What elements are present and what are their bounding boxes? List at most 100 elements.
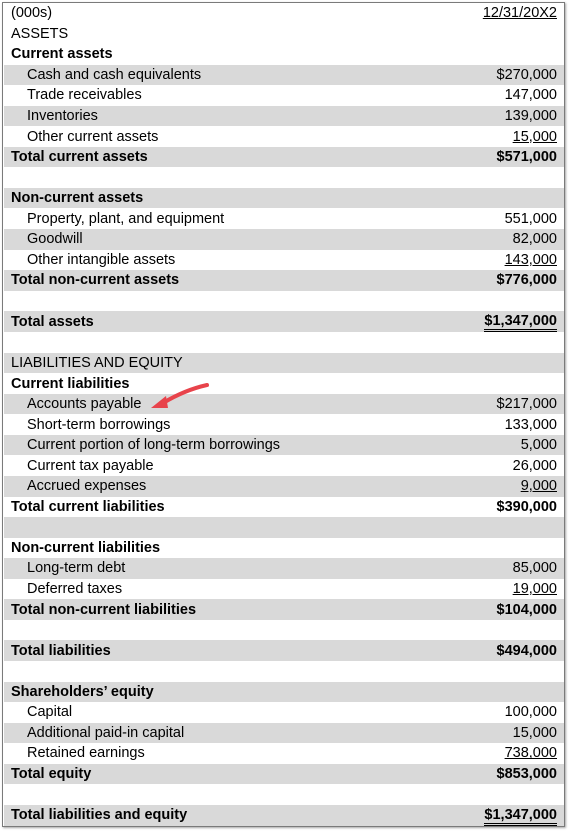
row-label — [4, 517, 390, 538]
row-deferred-taxes: Deferred taxes 19,000 — [4, 579, 564, 600]
row-value: 738,000 — [504, 745, 557, 762]
row-accounts-payable: Accounts payable $217,000 — [4, 393, 564, 415]
row-label: Total equity — [4, 763, 390, 785]
balance-sheet-table: (000s) 12/31/20X2 ASSETS Current assets Ca… — [4, 3, 564, 826]
spacer-row — [4, 784, 564, 805]
row-label: Long-term debt — [4, 558, 390, 579]
spacer-row — [4, 167, 564, 188]
row-additional-paid-in-capital: Additional paid-in capital 15,000 — [4, 722, 564, 744]
spacer-row — [4, 332, 564, 353]
row-value: 551,000 — [504, 210, 557, 227]
row-current-liabilities: Current liabilities — [4, 373, 564, 394]
row-label: LIABILITIES AND EQUITY — [4, 352, 390, 374]
row-value: $390,000 — [496, 498, 557, 515]
row-label: Total current liabilities — [11, 498, 165, 515]
row-label: Accrued expenses — [4, 476, 390, 497]
row-label: Current assets — [11, 46, 113, 63]
row-total-current-liabilities: Total current liabilities $390,000 — [4, 497, 564, 518]
row-value: $853,000 — [496, 765, 557, 782]
row-label: Property, plant, and equipment — [27, 210, 225, 227]
row-value: 133,000 — [504, 416, 557, 433]
row-total-liabilities: Total liabilities $494,000 — [4, 640, 564, 661]
row-other-current-assets: Other current assets 15,000 — [4, 126, 564, 147]
row-value: 100,000 — [504, 704, 557, 721]
row-value: $217,000 — [496, 396, 557, 413]
row-label: ASSETS — [11, 25, 69, 42]
row-label: Inventories — [4, 105, 390, 127]
row-label — [4, 332, 390, 353]
row-value: 82,000 — [512, 231, 557, 248]
row-assets: ASSETS — [4, 24, 564, 45]
row-value: 26,000 — [512, 457, 557, 474]
header-row: (000s) 12/31/20X2 — [4, 3, 564, 24]
row-label: Other current assets — [27, 128, 159, 145]
row-label: Total assets — [4, 311, 390, 333]
row-total-current-assets: Total current assets $571,000 — [4, 146, 564, 168]
row-value: 19,000 — [512, 581, 557, 598]
row-value: $1,347,000 — [484, 807, 557, 826]
row-non-current-assets: Non-current assets — [4, 187, 564, 209]
row-label: Goodwill — [4, 229, 390, 250]
red-arrow-icon — [151, 383, 209, 408]
row-label: Total current assets — [4, 146, 390, 168]
row-label: Cash and cash equivalents — [4, 64, 390, 86]
spacer-row — [4, 661, 564, 682]
row-value: $571,000 — [496, 149, 557, 166]
period-date: 12/31/20X2 — [482, 5, 557, 22]
row-label: Capital — [27, 704, 73, 721]
row-trade-receivables: Trade receivables 147,000 — [4, 85, 564, 106]
row-cash-and-cash-equivalents: Cash and cash equivalents $270,000 — [4, 64, 564, 86]
row-non-current-liabilities: Non-current liabilities — [4, 538, 564, 559]
row-property-plant-and-equipment: Property, plant, and equipment 551,000 — [4, 208, 564, 229]
row-label: Total non-current liabilities — [4, 599, 390, 620]
row-value: $494,000 — [496, 642, 557, 659]
row-shareholders-equity: Shareholders’ equity — [4, 681, 564, 703]
row-value: $104,000 — [496, 601, 557, 618]
row-label — [4, 291, 390, 312]
spacer-row — [4, 517, 564, 538]
row-label — [4, 620, 390, 641]
row-value: $270,000 — [496, 66, 557, 83]
row-label: Retained earnings — [27, 745, 145, 762]
row-goodwill: Goodwill 82,000 — [4, 229, 564, 250]
row-current-portion-of-long-term-borrowings: Current portion of long-term borrowings 5… — [4, 434, 564, 456]
row-label: Total non-current assets — [4, 270, 390, 291]
row-label: Deferred taxes — [27, 581, 123, 598]
row-current-assets: Current assets — [4, 44, 564, 65]
row-value: 147,000 — [504, 87, 557, 104]
row-value: 15,000 — [512, 724, 557, 741]
row-liabilities-and-equity: LIABILITIES AND EQUITY — [4, 352, 564, 374]
row-label: Non-current liabilities — [11, 539, 161, 556]
row-label: Current liabilities — [11, 375, 130, 392]
row-label: Total liabilities — [4, 640, 390, 661]
spacer-row — [4, 620, 564, 641]
row-label: Current tax payable — [27, 457, 154, 474]
row-total-assets: Total assets $1,347,000 — [4, 311, 564, 333]
row-value: 9,000 — [520, 478, 557, 495]
row-other-intangible-assets: Other intangible assets 143,000 — [4, 250, 564, 271]
row-value: 143,000 — [504, 251, 557, 268]
row-label: Non-current assets — [4, 187, 390, 209]
row-short-term-borrowings: Short-term borrowings 133,000 — [4, 414, 564, 435]
row-label — [4, 661, 390, 682]
row-label: Accounts payable — [4, 393, 390, 415]
row-label: Total liabilities and equity — [4, 804, 390, 826]
row-label: Additional paid-in capital — [4, 722, 390, 744]
row-value: 139,000 — [504, 108, 557, 124]
row-value: $1,347,000 — [484, 314, 557, 333]
row-retained-earnings: Retained earnings 738,000 — [4, 743, 564, 764]
row-label: Trade receivables — [27, 87, 142, 104]
row-value: 5,000 — [520, 437, 557, 454]
row-value: 15,000 — [512, 128, 557, 145]
row-current-tax-payable: Current tax payable 26,000 — [4, 455, 564, 476]
row-value: 85,000 — [512, 560, 557, 577]
row-total-equity: Total equity $853,000 — [4, 763, 564, 785]
row-value: $776,000 — [496, 272, 557, 289]
row-label: Current portion of long-term borrowings — [4, 434, 390, 456]
row-label — [4, 784, 390, 805]
row-total-liabilities-and-equity: Total liabilities and equity $1,347,000 — [4, 804, 564, 826]
row-label — [4, 167, 390, 188]
spacer-row — [4, 291, 564, 312]
row-label: Shareholders’ equity — [4, 681, 390, 703]
